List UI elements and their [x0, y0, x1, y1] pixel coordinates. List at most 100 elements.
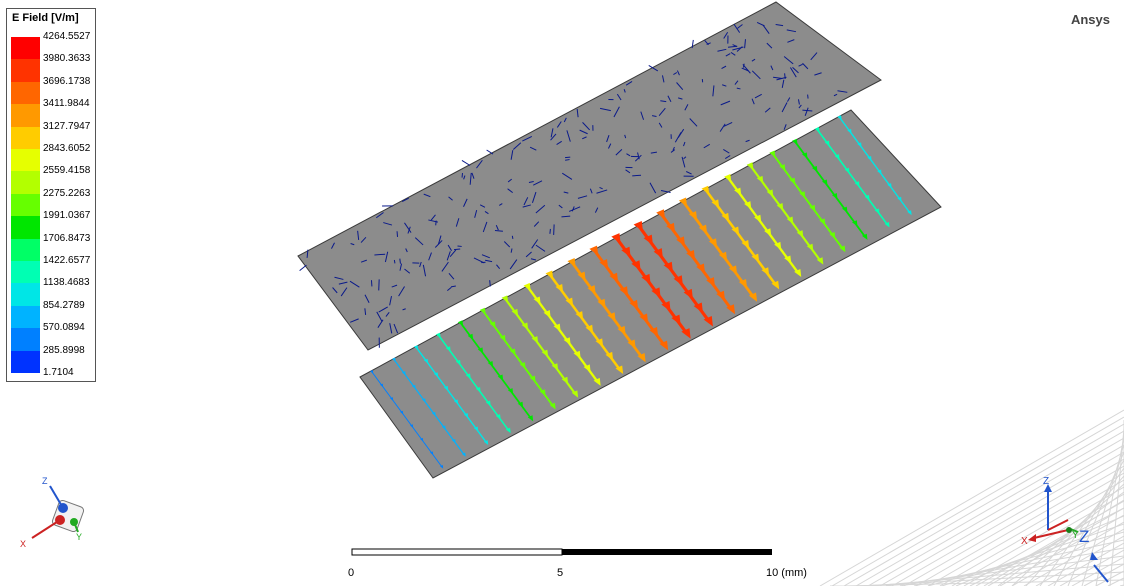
field-vector [649, 182, 657, 194]
field-vector [499, 203, 503, 206]
field-arrowhead [597, 298, 606, 308]
legend-swatch [11, 305, 40, 329]
field-vector [751, 58, 756, 62]
field-vector [685, 171, 692, 175]
field-vector [389, 323, 393, 334]
field-arrowhead [842, 206, 848, 213]
legend-swatch [11, 171, 40, 195]
legend-swatch [11, 126, 40, 150]
field-vector [556, 121, 562, 128]
field-vector [733, 23, 741, 33]
field-arrowhead [673, 275, 683, 286]
field-arrowhead [661, 301, 671, 312]
field-arrowhead [605, 351, 614, 361]
field-vector [510, 248, 513, 253]
field-vector [512, 142, 522, 150]
field-vector [640, 111, 645, 120]
field-arrowhead [473, 426, 479, 432]
field-vector [461, 159, 471, 166]
field-vector [469, 172, 472, 185]
field-vector [528, 181, 534, 184]
field-vector [350, 318, 359, 323]
field-arrowhead [545, 270, 554, 280]
field-vector [751, 70, 761, 80]
field-arrowhead [370, 370, 374, 374]
field-arrowhead [390, 397, 394, 401]
field-arrowhead [847, 128, 852, 134]
grid-line [1067, 451, 1124, 586]
grid-line [831, 416, 1124, 586]
field-vector [626, 153, 631, 157]
field-vector [522, 204, 531, 208]
field-arrowhead [864, 194, 870, 201]
grid-line [1095, 570, 1124, 586]
left-triad-x-label: X [20, 539, 26, 549]
field-arrowhead [511, 308, 519, 317]
field-arrowhead [819, 218, 826, 226]
field-vector [398, 286, 405, 297]
field-vector [558, 204, 563, 209]
legend-swatch [11, 149, 40, 172]
field-arrowhead [531, 336, 539, 344]
field-arrowhead [629, 299, 639, 310]
field-vector [550, 128, 554, 138]
field-arrowhead [857, 142, 862, 148]
field-vector [563, 117, 567, 123]
field-vector [650, 151, 658, 154]
field-line [393, 359, 465, 456]
field-vector [428, 252, 432, 261]
field-arrowhead [501, 295, 509, 303]
field-vector [625, 81, 633, 86]
field-arrowhead [771, 280, 780, 290]
field-vector [751, 98, 755, 105]
field-arrowhead [609, 272, 619, 283]
field-arrowhead [862, 233, 868, 240]
field-arrowhead [563, 337, 571, 346]
field-arrowhead [728, 265, 738, 275]
field-vector [529, 146, 537, 151]
left-triad-z-label: Z [42, 476, 48, 486]
field-vector [393, 259, 396, 264]
field-vector [437, 235, 442, 245]
legend-value: 570.0894 [43, 322, 85, 334]
field-vector [419, 261, 422, 268]
field-vector [532, 180, 543, 186]
field-arrowhead [659, 340, 669, 351]
axis-triad-right: Z X Y Z [1021, 476, 1109, 583]
field-vector [385, 311, 390, 317]
field-vector [446, 251, 451, 261]
field-arrowhead [467, 333, 474, 340]
field-arrowhead [575, 311, 584, 320]
field-vector [582, 122, 591, 131]
field-vector [485, 259, 493, 263]
field-vector [670, 149, 676, 153]
field-arrowhead [391, 357, 396, 362]
field-vector [568, 206, 581, 212]
field-arrowhead [599, 259, 609, 269]
field-legend: E Field [V/m] 4264.5527 3980.3633 3696.173… [6, 8, 96, 382]
field-arrowhead [774, 241, 782, 250]
field-arrowhead [639, 313, 649, 324]
field-arrowhead [637, 353, 646, 363]
field-arrowhead [706, 277, 716, 288]
field-vector [299, 264, 307, 271]
grid-line [939, 479, 1124, 586]
field-vector [463, 198, 468, 207]
grid-line [1011, 521, 1124, 586]
field-arrowhead [874, 208, 880, 214]
field-vector [393, 323, 399, 334]
field-arrowhead [734, 187, 742, 196]
field-vector [374, 253, 386, 256]
field-arrowhead [698, 224, 708, 234]
field-vector [556, 140, 562, 145]
field-vector [375, 212, 384, 219]
field-vector [523, 197, 529, 206]
field-vector [364, 308, 367, 315]
field-vector [623, 89, 626, 93]
top-electrode-plate [297, 1, 882, 351]
top-plate-field-vectors [299, 22, 848, 348]
field-arrowhead [555, 284, 564, 293]
field-line [416, 347, 488, 444]
field-vector [531, 191, 537, 203]
